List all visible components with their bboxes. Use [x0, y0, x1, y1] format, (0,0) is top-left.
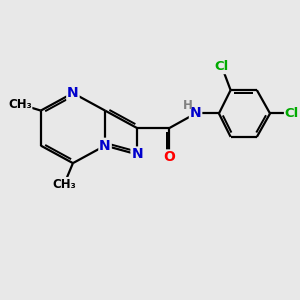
Text: N: N — [99, 139, 111, 153]
Text: CH₃: CH₃ — [8, 98, 32, 111]
Text: Cl: Cl — [285, 107, 299, 120]
Text: Cl: Cl — [215, 60, 229, 73]
Text: H: H — [182, 99, 192, 112]
Text: N: N — [131, 147, 143, 161]
Text: CH₃: CH₃ — [52, 178, 76, 191]
Text: N: N — [190, 106, 201, 121]
Text: N: N — [67, 86, 79, 100]
Text: O: O — [164, 150, 175, 164]
